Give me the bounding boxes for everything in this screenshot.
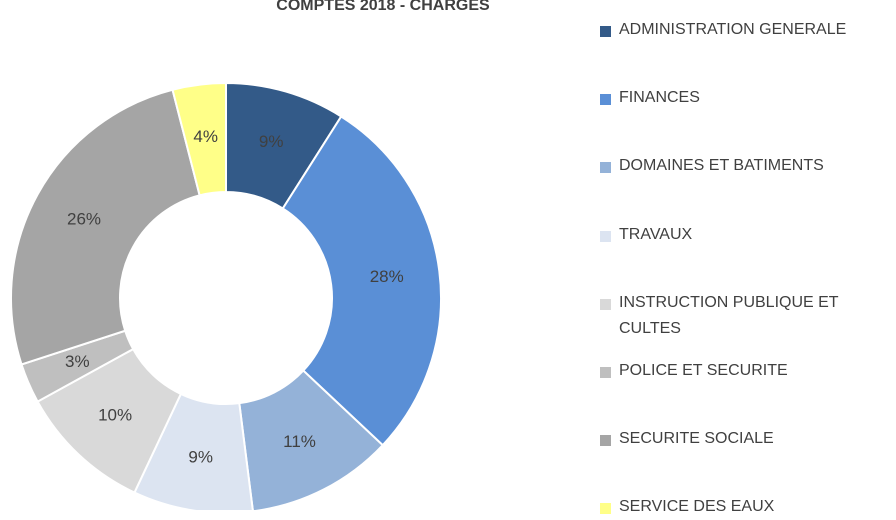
data-label: 4% (193, 127, 218, 146)
data-label: 11% (283, 432, 316, 451)
data-label: 26% (67, 209, 101, 228)
legend-item: SECURITE SOCIALE (600, 430, 890, 452)
slice (281, 115, 442, 447)
legend-item: POLICE ET SECURITE (600, 362, 890, 384)
legend-item: FINANCES (600, 89, 890, 111)
legend-label: DOMAINES ET BATIMENTS (619, 157, 824, 175)
legend-swatch (600, 503, 611, 515)
slice (238, 369, 385, 510)
legend-item: DOMAINES ET BATIMENTS (600, 157, 890, 179)
legend-item: INSTRUCTION PUBLIQUE ET CULTES (600, 294, 890, 342)
data-label: 9% (259, 132, 284, 151)
legend-swatch (600, 26, 611, 37)
data-label: 10% (98, 406, 132, 425)
legend-item: TRAVAUX (600, 226, 890, 248)
legend-swatch (600, 435, 611, 447)
legend-swatch (600, 162, 611, 174)
legend-label: SECURITE SOCIALE (619, 430, 774, 448)
data-label: 28% (370, 267, 404, 286)
legend-label: POLICE ET SECURITE (619, 362, 788, 379)
data-label: 3% (65, 352, 90, 371)
legend-swatch (600, 94, 611, 106)
legend-label: FINANCES (619, 89, 700, 107)
legend-label: INSTRUCTION PUBLIQUE ET CULTES (619, 293, 839, 337)
legend-item: ADMINISTRATION GENERALE (600, 21, 890, 43)
legend-label: SERVICE DES EAUX (619, 498, 775, 516)
legend-swatch (600, 367, 611, 378)
legend-swatch (600, 230, 611, 242)
legend-label: TRAVAUX (619, 225, 693, 243)
legend-swatch (600, 298, 611, 310)
slice (171, 81, 227, 197)
legend-label: ADMINISTRATION GENERALE (619, 21, 847, 38)
data-label: 9% (188, 447, 213, 466)
slice (10, 88, 201, 366)
chart-title: COMPTES 2018 - CHARGES (276, 0, 490, 14)
